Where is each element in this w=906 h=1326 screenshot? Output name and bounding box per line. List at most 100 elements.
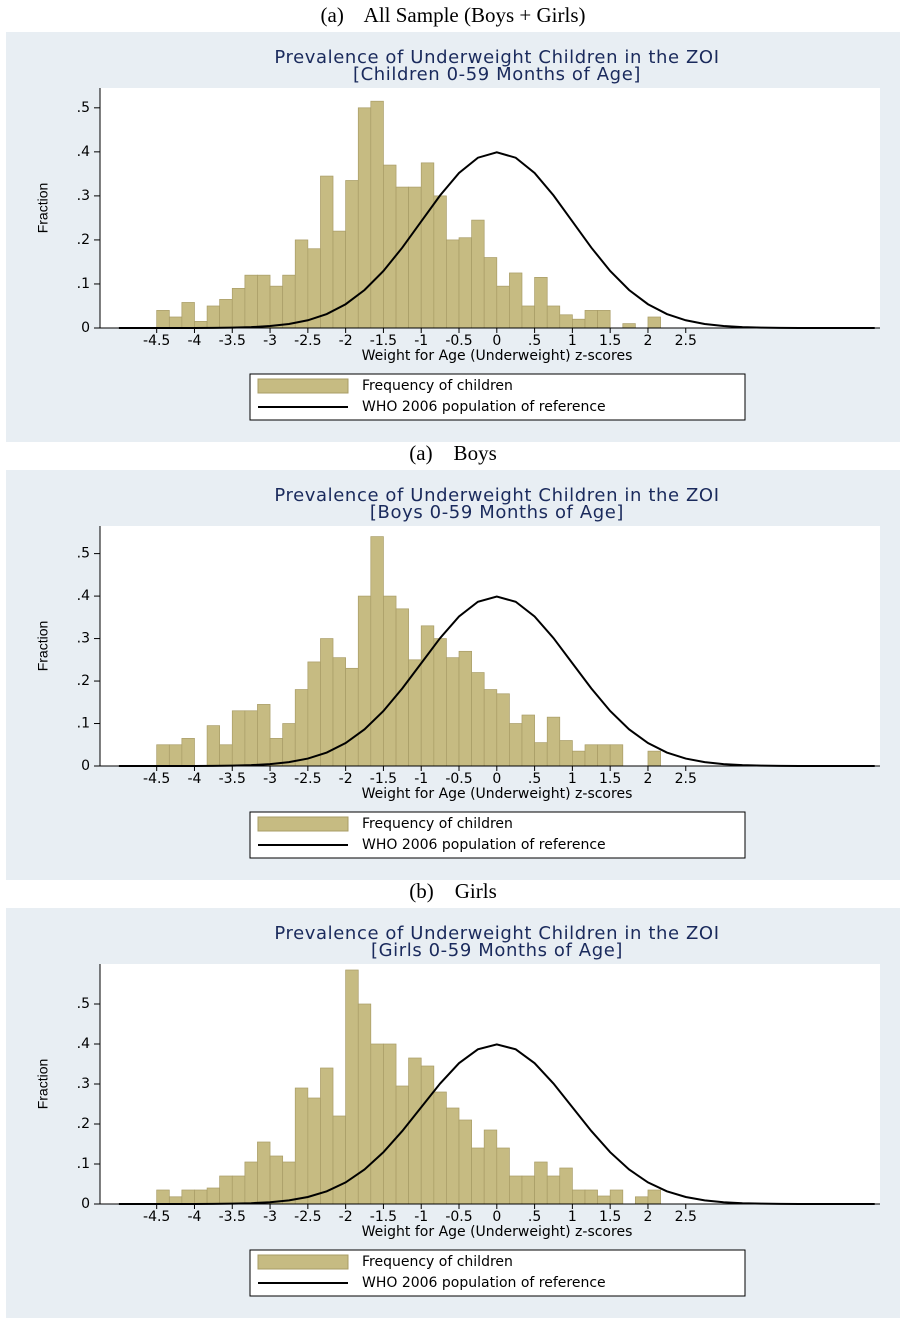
histogram-bar [282,274,296,329]
y-tick-label: .2 [77,1116,90,1132]
histogram-bar [622,323,636,329]
histogram-bar [219,299,233,329]
histogram-bar [156,310,170,329]
histogram-bar [584,744,598,767]
legend-label: WHO 2006 population of reference [362,399,606,415]
x-tick-label: -4.5 [143,333,170,349]
y-tick-label: 0 [81,758,90,774]
y-axis-title: Fraction [35,183,51,234]
histogram-bar [307,1097,321,1205]
x-tick-label: 1.5 [599,1209,621,1225]
histogram-bar [357,595,372,767]
histogram-bar [420,625,435,767]
histogram-bar [219,744,233,767]
histogram-bar [559,740,573,767]
x-tick-label: -0.5 [445,333,472,349]
legend-label: Frequency of children [362,378,513,394]
x-tick-label: -1.5 [370,771,397,787]
y-tick-label: 0 [81,320,90,336]
x-tick-label: -0.5 [445,771,472,787]
y-axis-title: Fraction [35,621,51,672]
histogram-bar [269,285,284,329]
x-tick-label: -4.5 [143,771,170,787]
histogram-bar [345,969,359,1205]
histogram-bar [584,1189,598,1205]
x-tick-label: 1.5 [599,771,621,787]
histogram-bar [509,723,523,767]
x-tick-label: .5 [528,771,541,787]
histogram-bar [572,750,586,767]
histogram-bar [609,744,624,767]
histogram-bar [634,1196,649,1205]
histogram-bar [521,305,535,329]
histogram-bar [219,1175,233,1205]
x-tick-label: 0 [492,333,501,349]
histogram-bar [231,1175,246,1205]
histogram-bar [584,310,598,329]
x-tick-label: 2.5 [675,771,697,787]
histogram-bar [206,725,220,767]
histogram-bar [383,595,397,767]
histogram-bar [420,1065,435,1205]
x-tick-label: -1.5 [370,1209,397,1225]
histogram-bar [559,1167,573,1205]
histogram-bar [521,714,535,767]
histogram-bar [370,100,384,329]
histogram-bar [572,318,586,329]
y-tick-label: .5 [77,546,90,562]
histogram-bar [156,744,170,767]
histogram-bar [181,738,195,767]
x-tick-label: 1.5 [599,333,621,349]
histogram-bar [496,285,510,329]
histogram-bar [269,1155,284,1205]
histogram-bar [257,274,271,329]
histogram-bar [546,716,561,767]
x-tick-label: -2.5 [294,333,321,349]
y-tick-label: .2 [77,232,90,248]
histogram-bar [206,1187,220,1205]
x-tick-label: -4.5 [143,1209,170,1225]
x-tick-label: .5 [528,1209,541,1225]
x-tick-label: -1.5 [370,333,397,349]
histogram-bar [534,1161,548,1205]
histogram-bar [597,1195,611,1205]
histogram-bar [168,744,183,767]
y-tick-label: .3 [77,188,90,204]
histogram-bar [370,1043,384,1205]
x-tick-label: -2.5 [294,771,321,787]
figure-caption: (a) All Sample (Boys + Girls) [321,3,586,27]
histogram-bar [534,277,548,329]
x-tick-label: -2 [339,333,353,349]
x-tick-label: 0 [492,771,501,787]
histogram-bar [446,1107,460,1205]
histogram-bar [509,1175,523,1205]
x-tick-label: -4 [187,771,201,787]
histogram-bar [395,186,409,329]
x-axis-title: Weight for Age (Underweight) z-scores [362,1224,633,1240]
histogram-bar [206,305,220,329]
x-tick-label: 2.5 [675,333,697,349]
histogram-bar [320,1067,334,1205]
x-tick-label: 0 [492,1209,501,1225]
x-tick-label: -3.5 [219,333,246,349]
x-tick-label: -2.5 [294,1209,321,1225]
histogram-bar [597,310,611,329]
reference-curve [118,595,875,767]
x-tick-label: -4 [187,333,201,349]
histogram-bar [572,1189,586,1205]
x-tick-label: 1 [568,1209,577,1225]
histogram-bar [181,1189,195,1205]
histogram-bar [231,710,246,767]
histogram-bar [156,1189,170,1205]
histogram-bar [647,1189,661,1205]
histogram-bar [483,689,498,767]
histogram-bar [534,742,548,767]
x-axis-title: Weight for Age (Underweight) z-scores [362,348,633,364]
histogram-bar [357,1003,372,1205]
histogram-bar [433,638,447,767]
histogram-bar [408,186,422,329]
y-tick-label: .3 [77,1076,90,1092]
histogram-bar [332,230,346,329]
histogram-bar [433,195,447,329]
legend-label: Frequency of children [362,816,513,832]
